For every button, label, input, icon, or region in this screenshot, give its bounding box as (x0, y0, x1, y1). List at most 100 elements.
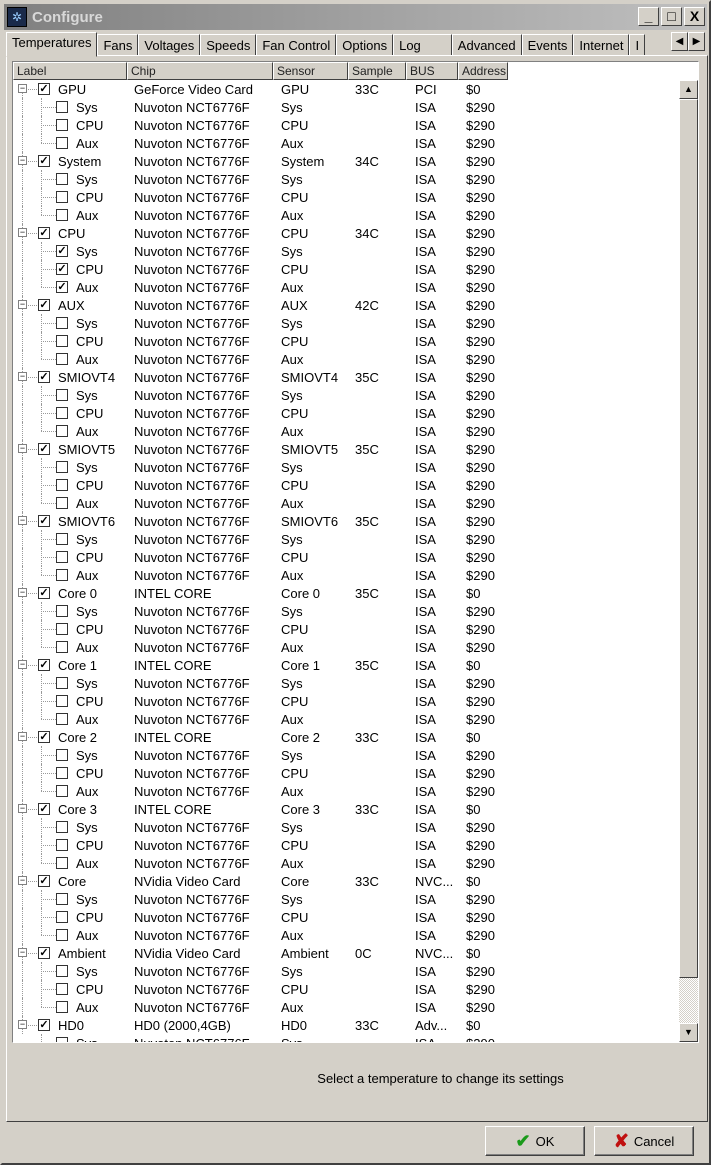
checkbox[interactable]: ✓ (56, 245, 68, 257)
tab-voltages[interactable]: Voltages (138, 34, 201, 56)
tree-row-group[interactable]: − ✓ Core 2 INTEL CORE Core 2 33C ISA $0 (13, 728, 677, 746)
checkbox[interactable]: ✓ (38, 227, 50, 239)
scroll-down-icon[interactable]: ▼ (679, 1023, 698, 1042)
tree-row-child[interactable]: Aux Nuvoton NCT6776F Aux ISA $290 (13, 494, 677, 512)
tree-row-child[interactable]: Aux Nuvoton NCT6776F Aux ISA $290 (13, 350, 677, 368)
tab-advanced[interactable]: Advanced (451, 34, 522, 56)
checkbox[interactable]: ✓ (38, 803, 50, 815)
tab-scroll-left-icon[interactable]: ◀ (671, 32, 688, 51)
tab-fan-control[interactable]: Fan Control (256, 34, 337, 56)
checkbox[interactable]: ✓ (38, 443, 50, 455)
checkbox[interactable] (56, 101, 68, 113)
tree-row-child[interactable]: CPU Nuvoton NCT6776F CPU ISA $290 (13, 188, 677, 206)
tree-row-child[interactable]: Sys Nuvoton NCT6776F Sys ISA $290 (13, 1034, 677, 1042)
tree-row-child[interactable]: CPU Nuvoton NCT6776F CPU ISA $290 (13, 836, 677, 854)
tree-row-group[interactable]: − ✓ HD0 HD0 (2000,4GB) HD0 33C Adv... $0 (13, 1016, 677, 1034)
column-header-sensor[interactable]: Sensor (273, 62, 348, 80)
checkbox[interactable] (56, 425, 68, 437)
checkbox[interactable] (56, 335, 68, 347)
ok-button[interactable]: ✔ OK (485, 1126, 585, 1156)
checkbox[interactable] (56, 353, 68, 365)
tree-row-group[interactable]: − ✓ Ambient NVidia Video Card Ambient 0C NVC..… (13, 944, 677, 962)
collapse-icon[interactable]: − (18, 659, 27, 669)
tree-row-child[interactable]: Sys Nuvoton NCT6776F Sys ISA $290 (13, 602, 677, 620)
tab-log[interactable]: Log (393, 34, 452, 56)
maximize-button[interactable]: □ (661, 7, 682, 26)
tree-row-child[interactable]: Sys Nuvoton NCT6776F Sys ISA $290 (13, 458, 677, 476)
checkbox[interactable] (56, 749, 68, 761)
tree-row-child[interactable]: Aux Nuvoton NCT6776F Aux ISA $290 (13, 998, 677, 1016)
checkbox[interactable] (56, 389, 68, 401)
checkbox[interactable] (56, 929, 68, 941)
checkbox[interactable] (56, 767, 68, 779)
collapse-icon[interactable]: − (18, 227, 27, 237)
vertical-scrollbar[interactable]: ▲ ▼ (679, 80, 698, 1042)
tree-row-child[interactable]: Sys Nuvoton NCT6776F Sys ISA $290 (13, 530, 677, 548)
collapse-icon[interactable]: − (18, 587, 27, 597)
tree-row-group[interactable]: − ✓ GPU GeForce Video Card GPU 33C PCI $0 (13, 80, 677, 98)
checkbox[interactable]: ✓ (38, 587, 50, 599)
checkbox[interactable]: ✓ (38, 83, 50, 95)
column-header-label[interactable]: Label (13, 62, 127, 80)
collapse-icon[interactable]: − (18, 515, 27, 525)
checkbox[interactable] (56, 1037, 68, 1042)
tree-row-child[interactable]: Sys Nuvoton NCT6776F Sys ISA $290 (13, 962, 677, 980)
tree-row-group[interactable]: − ✓ SMIOVT5 Nuvoton NCT6776F SMIOVT5 35C ISA $2… (13, 440, 677, 458)
checkbox[interactable] (56, 407, 68, 419)
tree-row-group[interactable]: − ✓ AUX Nuvoton NCT6776F AUX 42C ISA $290 (13, 296, 677, 314)
tree-row-child[interactable]: Sys Nuvoton NCT6776F Sys ISA $290 (13, 314, 677, 332)
tab-i[interactable]: I (629, 34, 646, 56)
checkbox[interactable] (56, 965, 68, 977)
tree-row-child[interactable]: Sys Nuvoton NCT6776F Sys ISA $290 (13, 818, 677, 836)
checkbox[interactable] (56, 983, 68, 995)
tree-row-child[interactable]: Sys Nuvoton NCT6776F Sys ISA $290 (13, 386, 677, 404)
tree-row-group[interactable]: − ✓ Core 3 INTEL CORE Core 3 33C ISA $0 (13, 800, 677, 818)
column-header-address[interactable]: Address (458, 62, 508, 80)
collapse-icon[interactable]: − (18, 947, 27, 957)
tab-events[interactable]: Events (521, 34, 574, 56)
checkbox[interactable] (56, 119, 68, 131)
checkbox[interactable] (56, 137, 68, 149)
tab-options[interactable]: Options (336, 34, 394, 56)
tree-row-child[interactable]: CPU Nuvoton NCT6776F CPU ISA $290 (13, 620, 677, 638)
checkbox[interactable]: ✓ (38, 515, 50, 527)
collapse-icon[interactable]: − (18, 803, 27, 813)
collapse-icon[interactable]: − (18, 1019, 27, 1029)
tree-row-child[interactable]: Sys Nuvoton NCT6776F Sys ISA $290 (13, 674, 677, 692)
tree-row-group[interactable]: − ✓ CPU Nuvoton NCT6776F CPU 34C ISA $290 (13, 224, 677, 242)
checkbox[interactable] (56, 317, 68, 329)
tree-row-child[interactable]: Aux Nuvoton NCT6776F Aux ISA $290 (13, 566, 677, 584)
close-button[interactable]: X (684, 7, 705, 26)
tree-row-child[interactable]: Aux Nuvoton NCT6776F Aux ISA $290 (13, 710, 677, 728)
checkbox[interactable] (56, 461, 68, 473)
checkbox[interactable] (56, 479, 68, 491)
checkbox[interactable]: ✓ (38, 659, 50, 671)
tree-row-child[interactable]: Aux Nuvoton NCT6776F Aux ISA $290 (13, 134, 677, 152)
collapse-icon[interactable]: − (18, 155, 27, 165)
checkbox[interactable] (56, 713, 68, 725)
column-header-sample[interactable]: Sample (348, 62, 406, 80)
tree-row-group[interactable]: − ✓ SMIOVT4 Nuvoton NCT6776F SMIOVT4 35C ISA $2… (13, 368, 677, 386)
scroll-up-icon[interactable]: ▲ (679, 80, 698, 99)
checkbox[interactable]: ✓ (38, 371, 50, 383)
collapse-icon[interactable]: − (18, 875, 27, 885)
checkbox[interactable] (56, 821, 68, 833)
tree-row-child[interactable]: CPU Nuvoton NCT6776F CPU ISA $290 (13, 548, 677, 566)
checkbox[interactable] (56, 209, 68, 221)
checkbox[interactable] (56, 551, 68, 563)
checkbox[interactable]: ✓ (38, 155, 50, 167)
tree-row-child[interactable]: ✓ Sys Nuvoton NCT6776F Sys ISA $290 (13, 242, 677, 260)
checkbox[interactable] (56, 533, 68, 545)
checkbox[interactable]: ✓ (38, 731, 50, 743)
tree-row-group[interactable]: − ✓ Core NVidia Video Card Core 33C NVC... $0 (13, 872, 677, 890)
minimize-button[interactable]: _ (638, 7, 659, 26)
collapse-icon[interactable]: − (18, 83, 27, 93)
tree-row-child[interactable]: CPU Nuvoton NCT6776F CPU ISA $290 (13, 764, 677, 782)
checkbox[interactable]: ✓ (38, 875, 50, 887)
checkbox[interactable] (56, 695, 68, 707)
tree-row-child[interactable]: CPU Nuvoton NCT6776F CPU ISA $290 (13, 692, 677, 710)
tree-row-child[interactable]: Sys Nuvoton NCT6776F Sys ISA $290 (13, 98, 677, 116)
tree-row-child[interactable]: Aux Nuvoton NCT6776F Aux ISA $290 (13, 926, 677, 944)
checkbox[interactable] (56, 857, 68, 869)
tab-temperatures[interactable]: Temperatures (6, 32, 98, 57)
